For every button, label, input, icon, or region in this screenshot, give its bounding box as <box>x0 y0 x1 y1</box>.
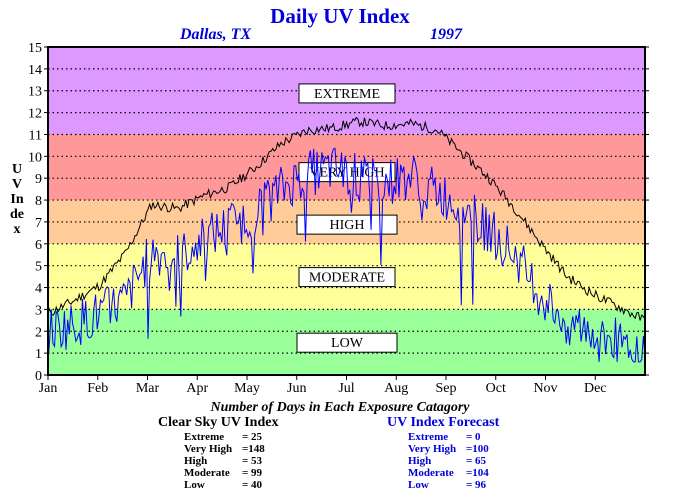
clear-sky-row-value: =148 <box>242 443 265 455</box>
forecast-row-label: Very High <box>408 443 457 455</box>
clear-sky-row-label: Extreme <box>184 431 225 443</box>
band-label-box <box>296 332 398 353</box>
plot-frame <box>47 46 646 376</box>
clear-sky-row-value: = 25 <box>242 431 263 443</box>
year-label: 1997 <box>430 26 462 43</box>
x-tick-label: Dec <box>584 381 607 396</box>
forecast-row: Moderate =104 <box>408 467 489 479</box>
y-tick-label: 2 <box>35 325 42 340</box>
y-tick-label: 7 <box>35 216 42 231</box>
y-tick-label: 9 <box>35 172 42 187</box>
forecast-row-value: = 0 <box>466 431 481 443</box>
y-tick-label: 11 <box>29 128 42 143</box>
forecast-series-line <box>47 147 646 363</box>
forecast-row-value: =104 <box>466 467 489 479</box>
clear-sky-row: Very High =148 <box>184 443 265 455</box>
band-label-box <box>298 83 396 104</box>
x-tick-label: Oct <box>486 381 506 396</box>
y-tick-label: 4 <box>35 282 42 297</box>
chart-title: Daily UV Index <box>270 4 410 28</box>
band-label: HIGH <box>330 218 365 233</box>
forecast-row: Extreme = 0 <box>408 431 481 443</box>
x-tick-label: Mar <box>136 381 160 396</box>
y-axis-label: UV Index <box>10 162 24 237</box>
forecast-row: High = 65 <box>408 455 486 467</box>
clear-sky-series-line <box>47 116 646 321</box>
clear-sky-row-label: Moderate <box>184 467 230 479</box>
band-label: MODERATE <box>309 271 385 286</box>
clear-sky-row: Low = 40 <box>184 479 262 491</box>
forecast-row: Very High =100 <box>408 443 489 455</box>
x-tick-label: Jun <box>287 381 306 396</box>
band-label: EXTREME <box>314 87 380 102</box>
y-tick-label: 0 <box>35 369 42 384</box>
clear-sky-row: Extreme = 25 <box>184 431 262 443</box>
forecast-row-label: High <box>408 455 432 467</box>
forecast-row-value: =100 <box>466 443 489 455</box>
forecast-row-label: Moderate <box>408 467 454 479</box>
x-tick-label: Feb <box>87 381 108 396</box>
x-tick-label: Jan <box>39 381 58 396</box>
x-tick-label: Nov <box>533 381 557 396</box>
x-tick-label: Apr <box>186 381 208 396</box>
forecast-row-value: = 65 <box>466 455 487 467</box>
y-tick-label: 1 <box>35 347 42 362</box>
clear-sky-row: Moderate = 99 <box>184 467 262 479</box>
x-tick-label: May <box>234 381 260 396</box>
band-label-box <box>298 267 396 288</box>
clear-sky-row-value: = 99 <box>242 467 263 479</box>
y-tick-label: 8 <box>35 194 42 209</box>
clear-sky-row-value: = 40 <box>242 479 263 491</box>
y-tick-label: 12 <box>28 107 42 122</box>
location-label: Dallas, TX <box>180 26 252 43</box>
y-tick-label: 14 <box>28 63 42 78</box>
y-tick-label: 5 <box>35 260 42 275</box>
clear-sky-row: High = 53 <box>184 455 262 467</box>
forecast-row-label: Extreme <box>408 431 449 443</box>
x-tick-label: Jul <box>338 381 354 396</box>
clear-sky-heading: Clear Sky UV Index <box>158 415 279 430</box>
y-tick-label: 10 <box>28 150 42 165</box>
forecast-row-value: = 96 <box>466 479 487 491</box>
forecast-row-label: Low <box>408 479 429 491</box>
clear-sky-row-label: Low <box>184 479 205 491</box>
forecast-row: Low = 96 <box>408 479 486 491</box>
y-tick-label: 15 <box>28 41 42 56</box>
footer-title: Number of Days in Each Exposure Catagory <box>210 400 470 415</box>
y-tick-label: 6 <box>35 238 42 253</box>
band-label-box <box>296 214 398 235</box>
y-tick-label: 13 <box>28 85 42 100</box>
x-tick-label: Aug <box>384 381 408 396</box>
clear-sky-row-label: Very High <box>184 443 233 455</box>
y-tick-label: 3 <box>35 303 42 318</box>
band-label: LOW <box>331 336 364 351</box>
clear-sky-row-value: = 53 <box>242 455 263 467</box>
forecast-heading: UV Index Forecast <box>387 415 500 430</box>
clear-sky-row-label: High <box>184 455 208 467</box>
x-tick-label: Sep <box>436 381 457 396</box>
